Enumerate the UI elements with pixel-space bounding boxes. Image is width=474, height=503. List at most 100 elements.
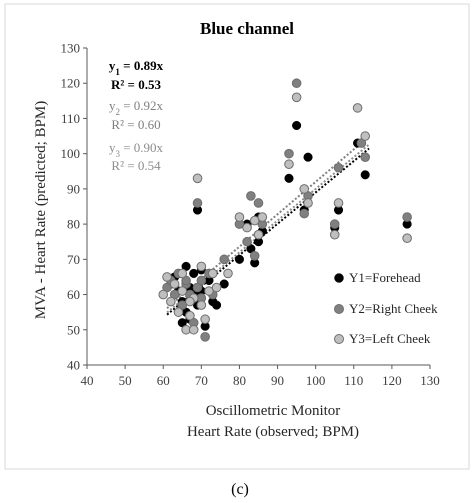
- point-series-2: [329, 219, 340, 229]
- point-series-2: [333, 162, 344, 173]
- x-axis-title-line2: Heart Rate (observed; BPM): [187, 424, 359, 440]
- y-tick-label: 100: [61, 146, 81, 161]
- point-series-3: [333, 198, 344, 208]
- legend-label-3: Y3=Left Cheek: [349, 331, 431, 346]
- legend-label-2: Y2=Right Cheek: [349, 301, 438, 316]
- point-series-3: [299, 184, 310, 194]
- point-series-2: [242, 236, 252, 247]
- x-tick-label: 100: [306, 373, 326, 388]
- equation-3: y3 = 0.90x: [109, 140, 164, 159]
- point-series-1: [212, 300, 222, 310]
- legend-label-1: Y1=Forehead: [349, 270, 421, 285]
- y-tick-label: 50: [67, 322, 80, 337]
- point-series-2: [284, 148, 294, 159]
- point-series-3: [211, 282, 222, 293]
- legend-marker-3: [334, 334, 344, 344]
- point-series-3: [177, 268, 188, 279]
- point-series-3: [192, 173, 203, 184]
- y-tick-label: 40: [67, 358, 80, 373]
- point-series-1: [284, 173, 294, 183]
- point-series-1: [219, 279, 229, 289]
- point-series-3: [234, 212, 245, 222]
- figure-caption: (c): [231, 481, 249, 498]
- chart-title: Blue channel: [200, 19, 294, 38]
- axes: 40 50 60 70 80 90 100 110 120 130 40 50 60 70 80 90 100 1…: [61, 41, 440, 389]
- point-series-3: [329, 229, 340, 240]
- legend-marker-1: [334, 273, 344, 283]
- y-tick-label: 110: [61, 111, 80, 126]
- data-points: [158, 78, 412, 342]
- point-series-3: [173, 307, 184, 317]
- x-axis-title-line1: Oscillometric Monitor: [206, 403, 341, 419]
- point-series-2: [200, 332, 210, 342]
- y-axis-title: MVA - Heart Rate (predicted; BPM): [33, 101, 49, 319]
- point-series-2: [219, 254, 229, 265]
- point-series-3: [207, 268, 218, 279]
- point-series-2: [360, 152, 371, 162]
- point-series-2: [291, 78, 302, 89]
- x-tick-label: 60: [157, 373, 170, 388]
- point-series-3: [352, 103, 363, 113]
- point-series-1: [292, 120, 302, 131]
- trendline-1: [166, 147, 370, 316]
- x-tick-label: 70: [195, 373, 208, 388]
- y-tick-label: 60: [67, 287, 80, 302]
- y-tick-label: 130: [61, 41, 81, 56]
- point-series-3: [402, 233, 412, 243]
- point-series-3: [169, 279, 180, 289]
- point-series-2: [192, 282, 203, 293]
- point-series-3: [166, 296, 176, 307]
- equation-1: y1 = 0.89x: [109, 58, 164, 77]
- point-series-2: [402, 212, 412, 222]
- r-squared-2: R² = 0.60: [111, 117, 160, 132]
- point-series-2: [246, 191, 256, 201]
- x-tick-label: 80: [233, 373, 246, 388]
- y-tick-label: 70: [67, 252, 80, 267]
- point-series-3: [185, 296, 195, 307]
- point-series-2: [299, 208, 310, 219]
- r-squared-3: R² = 0.54: [111, 158, 161, 173]
- point-series-3: [249, 215, 260, 226]
- point-series-1: [303, 152, 313, 162]
- x-tick-label: 50: [119, 373, 132, 388]
- x-tick-label: 120: [382, 373, 402, 388]
- equation-2: y2 = 0.92x: [109, 98, 164, 117]
- y-tick-label: 80: [67, 217, 80, 232]
- r-squared-1: R² = 0.53: [111, 77, 161, 92]
- legend-marker-2: [334, 304, 344, 314]
- point-series-3: [291, 92, 302, 103]
- legend: Y1=Forehead Y2=Right Cheek Y3=Left Cheek: [334, 270, 438, 346]
- point-series-3: [303, 198, 313, 208]
- point-series-1: [234, 254, 244, 264]
- point-series-1: [189, 268, 199, 278]
- point-series-3: [177, 286, 188, 296]
- point-series-3: [284, 159, 294, 170]
- point-series-2: [249, 251, 260, 261]
- y-tick-label: 90: [67, 181, 80, 196]
- x-tick-label: 110: [344, 373, 363, 388]
- point-series-3: [162, 272, 172, 282]
- point-series-2: [192, 198, 203, 208]
- point-series-3: [223, 268, 233, 279]
- point-series-1: [360, 170, 370, 180]
- point-series-3: [185, 310, 195, 321]
- point-series-3: [253, 229, 264, 240]
- point-series-3: [196, 300, 207, 310]
- point-series-3: [257, 212, 268, 222]
- point-series-3: [158, 289, 169, 300]
- point-series-3: [360, 131, 371, 141]
- point-series-3: [188, 324, 199, 335]
- point-series-3: [196, 261, 207, 272]
- x-tick-label: 130: [420, 373, 440, 388]
- chart-frame: [4, 3, 470, 470]
- point-series-2: [253, 198, 264, 208]
- x-tick-label: 90: [271, 373, 284, 388]
- point-series-3: [200, 314, 210, 325]
- point-series-3: [204, 286, 214, 296]
- point-series-3: [242, 222, 252, 233]
- y-tick-label: 120: [61, 76, 81, 91]
- x-tick-label: 40: [81, 373, 94, 388]
